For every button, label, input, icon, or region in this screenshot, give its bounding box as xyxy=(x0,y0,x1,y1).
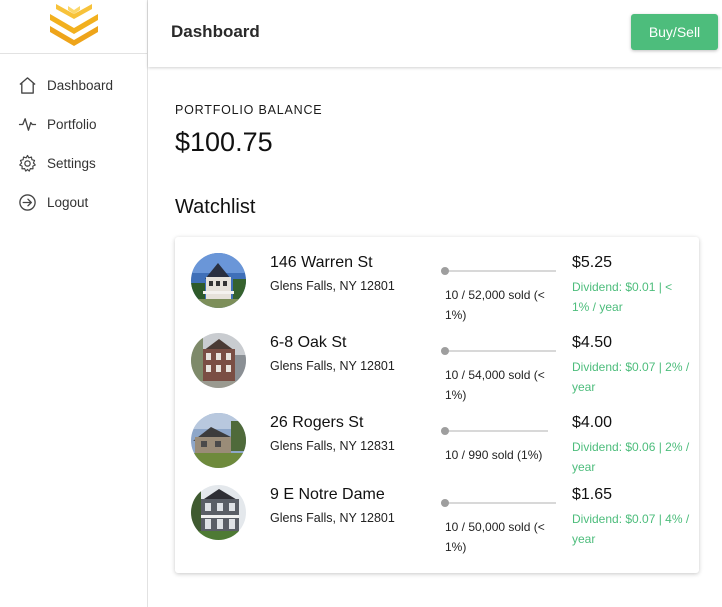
sidebar-item-label: Settings xyxy=(47,156,96,171)
progress-knob xyxy=(441,427,449,435)
sidebar-item-logout[interactable]: Logout xyxy=(0,183,147,222)
portfolio-balance-label: PORTFOLIO BALANCE xyxy=(175,103,323,117)
sidebar-item-label: Portfolio xyxy=(47,117,97,132)
sold-progress-slider xyxy=(441,497,556,509)
sidebar-item-dashboard[interactable]: Dashboard xyxy=(0,66,147,105)
top-header: Dashboard Buy/Sell xyxy=(148,0,722,67)
watchlist-item[interactable]: 146 Warren St Glens Falls, NY 12801 10 /… xyxy=(175,247,699,322)
property-photo xyxy=(191,253,246,308)
property-address: 9 E Notre Dame xyxy=(270,486,385,503)
watchlist-item[interactable]: 6-8 Oak St Glens Falls, NY 12801 10 / 54… xyxy=(175,327,699,402)
share-price: $1.65 xyxy=(572,486,613,503)
dividend-info: Dividend: $0.07 | 4% / year xyxy=(572,512,690,546)
sold-progress-slider xyxy=(441,265,556,277)
sold-progress-slider xyxy=(441,345,556,357)
sidebar-item-label: Dashboard xyxy=(47,78,114,93)
progress-knob xyxy=(441,347,449,355)
sold-count: 10 / 990 sold (1%) xyxy=(445,448,543,462)
property-address: 6-8 Oak St xyxy=(270,334,347,351)
property-photo xyxy=(191,333,246,388)
share-price: $4.00 xyxy=(572,414,613,431)
sidebar-item-settings[interactable]: Settings xyxy=(0,144,147,183)
dividend-info: Dividend: $0.01 | < 1% / year xyxy=(572,280,673,314)
property-address: 146 Warren St xyxy=(270,254,373,271)
watchlist-title: Watchlist xyxy=(175,196,256,218)
dividend-info: Dividend: $0.07 | 2% / year xyxy=(572,360,690,394)
sidebar: Dashboard Portfolio Settings xyxy=(0,0,148,607)
main-content: PORTFOLIO BALANCE $100.75 Watchlist xyxy=(148,67,722,607)
activity-icon xyxy=(18,115,37,134)
gear-icon xyxy=(18,154,37,173)
watchlist-card: 146 Warren St Glens Falls, NY 12801 10 /… xyxy=(175,237,699,573)
progress-track xyxy=(441,270,556,272)
progress-knob xyxy=(441,499,449,507)
watchlist-item[interactable]: 26 Rogers St Glens Falls, NY 12831 10 / … xyxy=(175,407,699,479)
dividend-info: Dividend: $0.06 | 2% / year xyxy=(572,440,690,474)
sold-progress-slider xyxy=(441,425,548,437)
property-city: Glens Falls, NY 12801 xyxy=(270,511,395,525)
property-address: 26 Rogers St xyxy=(270,414,364,431)
logo[interactable] xyxy=(0,0,147,54)
sold-count: 10 / 54,000 sold (< 1%) xyxy=(445,368,545,402)
property-city: Glens Falls, NY 12801 xyxy=(270,279,395,293)
sidebar-nav: Dashboard Portfolio Settings xyxy=(0,66,147,222)
logout-icon xyxy=(18,193,37,212)
logo-icon xyxy=(49,4,98,46)
property-city: Glens Falls, NY 12831 xyxy=(270,439,395,453)
progress-track xyxy=(441,430,548,432)
progress-track xyxy=(441,502,556,504)
sidebar-item-portfolio[interactable]: Portfolio xyxy=(0,105,147,144)
progress-track xyxy=(441,350,556,352)
watchlist-item[interactable]: 9 E Notre Dame Glens Falls, NY 12801 10 … xyxy=(175,479,699,554)
property-city: Glens Falls, NY 12801 xyxy=(270,359,395,373)
progress-knob xyxy=(441,267,449,275)
property-photo xyxy=(191,485,246,540)
sold-count: 10 / 50,000 sold (< 1%) xyxy=(445,520,545,554)
buy-sell-button[interactable]: Buy/Sell xyxy=(631,14,718,50)
sold-count: 10 / 52,000 sold (< 1%) xyxy=(445,288,545,322)
sidebar-item-label: Logout xyxy=(47,195,89,210)
home-icon xyxy=(18,76,37,95)
share-price: $5.25 xyxy=(572,254,613,271)
portfolio-balance-value: $100.75 xyxy=(175,127,273,157)
share-price: $4.50 xyxy=(572,334,613,351)
page-title: Dashboard xyxy=(171,22,260,41)
property-photo xyxy=(191,413,246,468)
